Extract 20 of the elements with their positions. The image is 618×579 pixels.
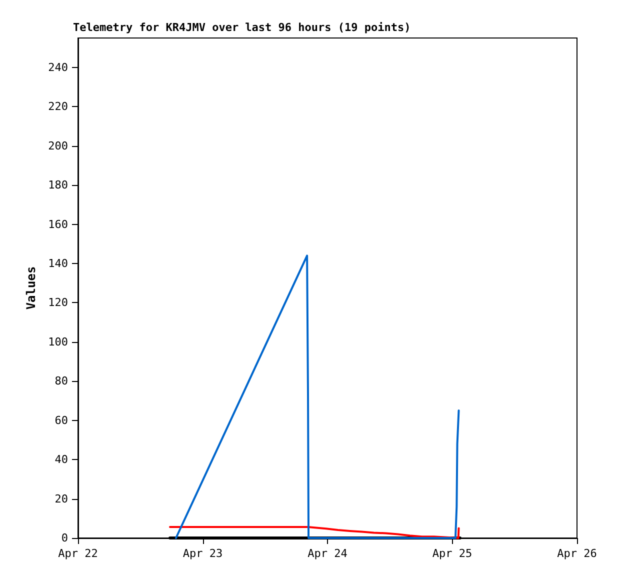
y-tick-label: 140 [48, 256, 68, 270]
x-tick-label: Apr 23 [182, 547, 223, 560]
y-tick-label: 100 [48, 335, 68, 348]
y-tick-label: 0 [61, 532, 68, 544]
y-tick-label: 80 [54, 374, 68, 388]
y-tick-label: 220 [48, 100, 68, 114]
y-tick-label: 20 [54, 492, 68, 506]
y-tick-label: 120 [48, 296, 68, 310]
y-tick-label: 240 [48, 60, 68, 74]
x-tick-label: Apr 25 [432, 547, 472, 560]
y-tick-label: 40 [54, 453, 68, 466]
x-tick-label: Apr 22 [58, 547, 98, 560]
y-tick-label: 60 [54, 414, 68, 427]
chart-title: Telemetry for KR4JMV over last 96 hours (19 points) [73, 21, 411, 34]
y-tick-label: 200 [48, 139, 68, 152]
y-tick-label: 180 [48, 178, 68, 192]
y-tick-label: 160 [48, 218, 68, 231]
x-tick-label: Apr 24 [308, 547, 348, 560]
x-tick-label: Apr 26 [557, 547, 597, 560]
y-axis-title: Values [24, 266, 38, 310]
